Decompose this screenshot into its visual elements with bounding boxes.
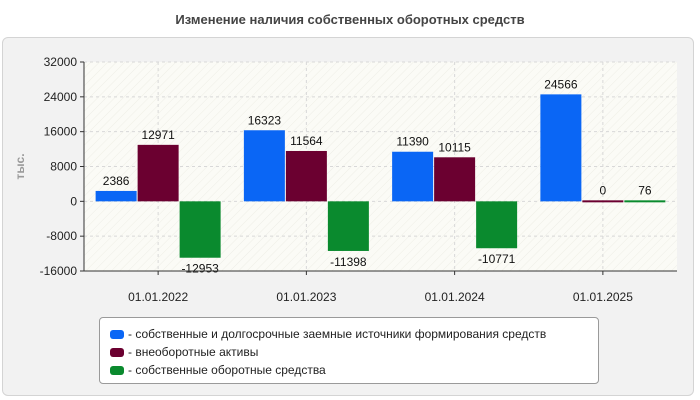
bar [540,94,582,202]
legend-swatch [110,365,124,375]
x-tick-label: 01.01.2024 [425,290,485,304]
y-tick-label: -16000 [40,264,78,278]
bar [392,151,434,202]
data-label: 12971 [141,128,175,142]
data-label: 11564 [290,134,323,148]
bar [582,200,624,203]
x-tick-label: 01.01.2023 [276,290,336,304]
legend-item: - собственные оборотные средства [110,362,326,378]
legend-label: - собственные и долгосрочные заемные ист… [128,327,547,341]
y-tick-label: 32000 [44,55,78,69]
legend-label: - собственные оборотные средства [128,363,326,377]
y-tick-label: -8000 [46,229,77,243]
plot-area: 32000 24000 16000 8000 0 -8000 -16000 01.01.202… [13,55,677,304]
chart-title: Изменение наличия собственных оборотных … [175,12,525,27]
data-label: -10771 [478,252,516,266]
bar [476,201,518,249]
legend-item: - внеоборотные активы [110,344,258,360]
x-tick-label: 01.01.2022 [128,290,188,304]
data-label: 24566 [544,77,578,91]
legend-swatch [110,347,124,357]
bar [285,150,327,202]
data-label: 2386 [103,174,130,188]
bar [624,200,666,203]
legend-swatch [110,329,124,339]
y-tick-label: 8000 [50,160,77,174]
x-tick-label: 01.01.2025 [573,290,633,304]
legend-label: - внеоборотные активы [128,345,259,359]
legend-item: - собственные и долгосрочные заемные ист… [110,326,546,342]
bar [95,190,137,202]
data-label: 16323 [248,113,282,127]
y-tick-label: 0 [70,194,77,208]
y-axis-label: тыс. [13,153,27,179]
legend: - собственные и долгосрочные заемные ист… [99,317,599,384]
bar [137,144,179,202]
data-label: 11390 [396,135,429,149]
data-label: 10115 [438,140,471,154]
data-label: -11398 [330,255,367,269]
data-label: 76 [638,183,652,197]
data-label: -12953 [181,262,219,276]
y-tick-label: 16000 [44,125,78,139]
bar [243,130,285,202]
bar [434,157,476,202]
bar [179,201,221,258]
y-tick-label: 24000 [44,90,78,104]
data-label: 0 [600,183,607,197]
bar [327,201,369,251]
